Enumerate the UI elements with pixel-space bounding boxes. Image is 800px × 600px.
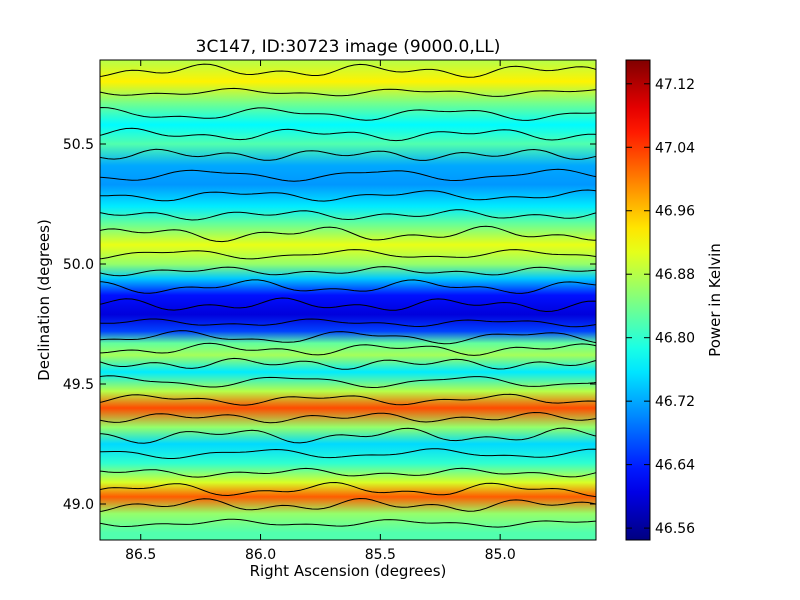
chart-title: 3C147, ID:30723 image (9000.0,LL) (196, 37, 501, 57)
contour-line (100, 448, 596, 459)
contour-line (100, 279, 596, 294)
y-tick-label: 49.0 (63, 497, 94, 513)
contour-line (100, 148, 596, 161)
contour-line (100, 411, 596, 424)
contour-line (100, 225, 596, 243)
x-tick-label: 86.5 (125, 547, 156, 563)
y-axis-label: Declination (degrees) (35, 219, 53, 381)
colorbar-tick-label: 46.96 (655, 204, 695, 220)
colorbar-label: Power in Kelvin (706, 243, 724, 357)
contour-lines (100, 63, 596, 528)
contour-line (100, 375, 596, 389)
heatmap-image (100, 60, 596, 540)
contour-line (100, 318, 596, 328)
contour-line (100, 297, 596, 313)
contour-line (100, 357, 596, 370)
colorbar-tick-label: 46.80 (655, 331, 695, 347)
contour-line (100, 342, 596, 356)
contour-line (100, 518, 596, 528)
contour-line (100, 249, 596, 260)
colorbar-tick-label: 46.72 (655, 394, 695, 410)
contour-line (100, 63, 596, 78)
y-tick-label: 50.0 (63, 257, 94, 273)
x-axis: 86.5 86.0 85.5 85.0 (125, 60, 516, 563)
colorbar-tick-label: 46.56 (655, 521, 695, 537)
contour-line (100, 481, 596, 497)
contour-line (100, 209, 596, 221)
y-axis: 49.0 49.5 50.0 50.5 (63, 137, 596, 513)
x-axis-label: Right Ascension (degrees) (250, 562, 447, 580)
colorbar: 46.56 46.64 46.72 46.80 46.88 46.96 47.04 47.12… (625, 59, 724, 541)
contour-line (100, 467, 596, 478)
contour-line (100, 168, 596, 182)
contour-line (100, 427, 596, 444)
colorbar-tick-label: 47.04 (655, 140, 695, 156)
contour-line (100, 106, 596, 121)
colorbar-tick-label: 46.64 (655, 458, 695, 474)
x-tick-label: 86.0 (245, 547, 276, 563)
plot-frame (99, 59, 597, 541)
x-tick-label: 85.5 (365, 547, 396, 563)
colorbar-ticks: 46.56 46.64 46.72 46.80 46.88 46.96 47.04 47.12 (626, 77, 695, 537)
contour-line (100, 497, 596, 512)
y-tick-label: 50.5 (63, 137, 94, 153)
contour-line (100, 87, 596, 97)
colorbar-frame (625, 59, 651, 541)
contour-line (100, 393, 596, 406)
contour-line (100, 127, 596, 142)
contour-line (100, 266, 596, 277)
x-tick-label: 85.0 (485, 547, 516, 563)
contour-line (100, 189, 596, 202)
colorbar-scale (626, 60, 650, 540)
y-tick-label: 49.5 (63, 377, 94, 393)
colorbar-tick-label: 46.88 (655, 267, 695, 283)
colorbar-tick-label: 47.12 (655, 77, 695, 93)
contour-line (100, 330, 596, 345)
plot-area (99, 59, 597, 541)
